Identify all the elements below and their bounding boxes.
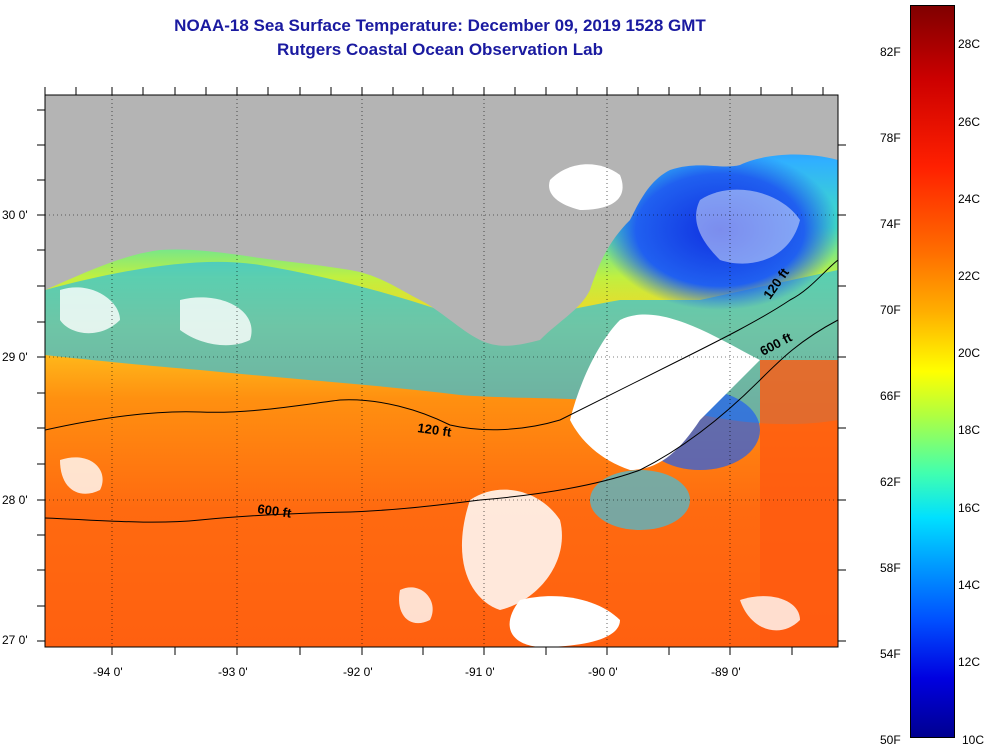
- map-plot-area: 120 ft 600 ft 600 ft 120 ft: [45, 95, 838, 647]
- cold-patch-2: [590, 470, 690, 530]
- colorbar-c-label: 12C: [958, 655, 981, 669]
- cloud-patch: [180, 297, 252, 346]
- cloud-patch: [570, 314, 760, 470]
- colorbar-f-label: 54F: [880, 647, 901, 661]
- colorbar-c-label: 10C: [962, 733, 985, 747]
- cloud-patch: [461, 489, 562, 610]
- cloud-patch: [60, 457, 103, 494]
- colorbar-c-label: 16C: [958, 501, 981, 515]
- lon-label: -91 0': [465, 665, 495, 679]
- cloud-patch: [60, 287, 120, 334]
- map-frame: [44, 94, 839, 648]
- colorbar-c-label: 18C: [958, 423, 981, 437]
- colorbar-f-label: 50F: [880, 733, 901, 747]
- cloud-patch: [696, 189, 800, 264]
- colorbar-c-label: 26C: [958, 115, 981, 129]
- cloud-patch: [740, 596, 800, 631]
- cloud-patch: [399, 587, 433, 624]
- map-title: NOAA-18 Sea Surface Temperature: Decembe…: [174, 16, 706, 35]
- axis-ticks: [37, 87, 846, 655]
- isobath-120ft: [45, 259, 838, 431]
- land-mass: [45, 95, 838, 346]
- lon-label: -93 0': [218, 665, 248, 679]
- colorbar-f-label: 82F: [880, 45, 901, 59]
- colorbar-f-label: 66F: [880, 389, 901, 403]
- eastern-cold-region: [600, 150, 838, 310]
- lon-label: -89 0': [711, 665, 741, 679]
- colorbar-c-label: 20C: [958, 346, 981, 360]
- colorbar-c-label: 22C: [958, 269, 981, 283]
- contour-label: 600 ft: [257, 501, 293, 521]
- colorbar-f-label: 78F: [880, 131, 901, 145]
- graticule: [45, 95, 838, 647]
- lat-label: 30 0': [2, 208, 28, 222]
- colorbar-c-label: 14C: [958, 578, 981, 592]
- lat-label: 27 0': [2, 633, 28, 647]
- colorbar-c-label: 28C: [958, 37, 981, 51]
- colorbar-f-label: 62F: [880, 475, 901, 489]
- colorbar-f-label: 58F: [880, 561, 901, 575]
- lat-label: 28 0': [2, 493, 28, 507]
- colorbar-f-label: 74F: [880, 217, 901, 231]
- cloud-patch: [549, 164, 623, 210]
- isobath-600ft: [45, 319, 838, 523]
- lon-label: -90 0': [588, 665, 618, 679]
- contour-label: 120 ft: [417, 420, 453, 440]
- colorbar-c-label: 24C: [958, 192, 981, 206]
- map-subtitle: Rutgers Coastal Ocean Observation Lab: [277, 40, 603, 59]
- lon-label: -92 0': [343, 665, 373, 679]
- colorbar-f-label: 70F: [880, 303, 901, 317]
- lat-label: 29 0': [2, 350, 28, 364]
- cloud-patch: [509, 596, 620, 647]
- temperature-colorbar: [910, 5, 955, 738]
- lon-label: -94 0': [93, 665, 123, 679]
